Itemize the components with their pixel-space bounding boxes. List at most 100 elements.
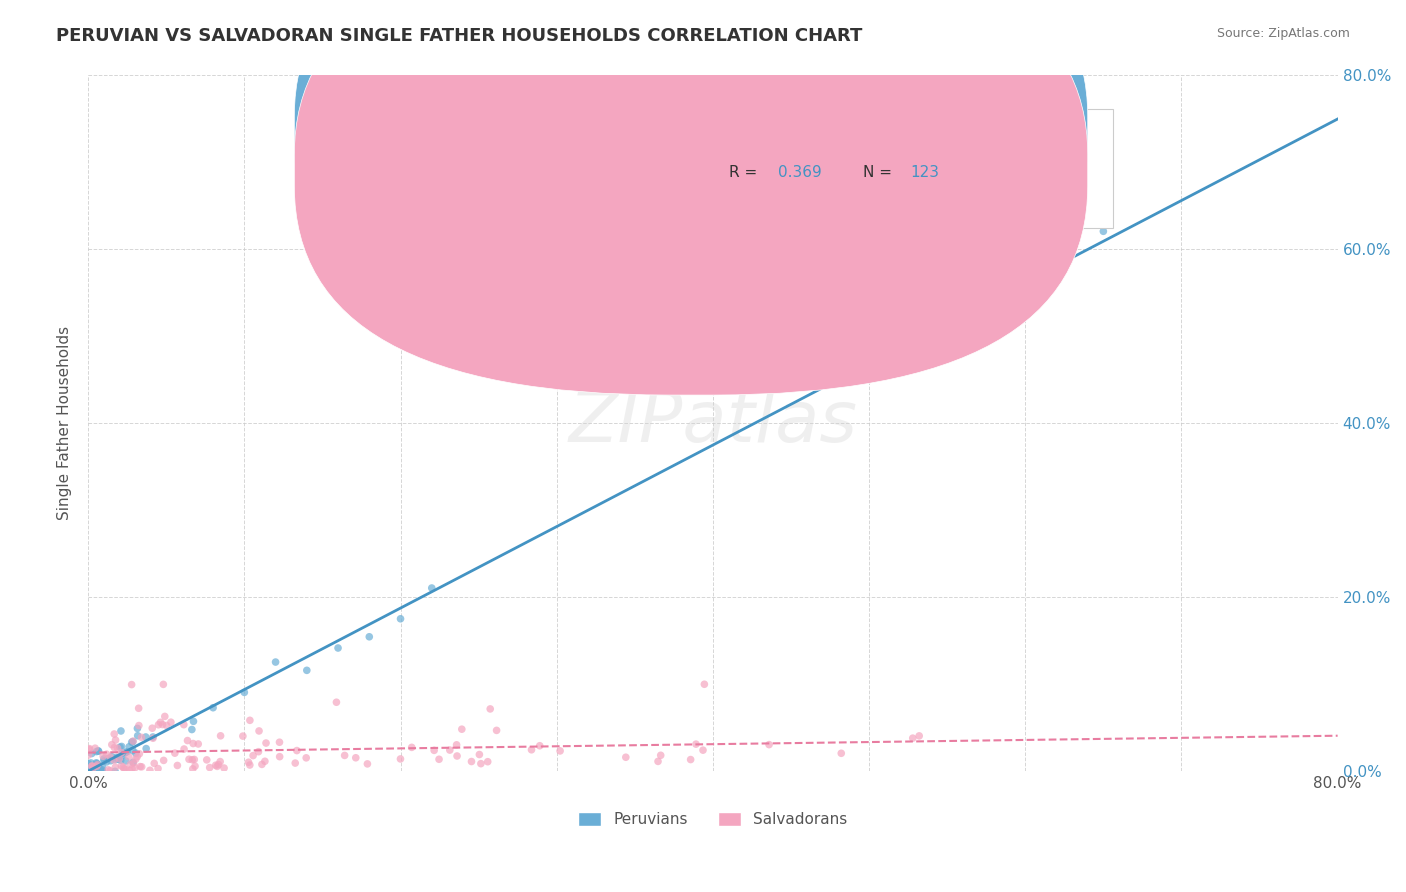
Point [101, 738, 124, 752]
Point [129, 759, 152, 773]
Point [77, 742, 100, 756]
Point [101, 749, 124, 764]
Point [614, 750, 637, 764]
Point [446, 749, 468, 764]
Point [128, 747, 150, 761]
Point [423, 743, 446, 757]
Point [96, 747, 118, 762]
Point [250, 757, 273, 772]
Point [128, 701, 150, 715]
Point [77, 756, 100, 771]
Point [89, 762, 111, 776]
Point [114, 746, 136, 760]
Point [108, 752, 131, 766]
Point [152, 677, 174, 691]
Point [242, 748, 264, 763]
Point [135, 741, 157, 756]
Point [460, 755, 482, 769]
Point [77, 763, 100, 777]
Text: 0.913: 0.913 [778, 127, 821, 141]
Point [477, 755, 499, 769]
Point [121, 743, 143, 757]
Point [468, 747, 491, 762]
Point [901, 731, 924, 746]
Point [121, 762, 143, 776]
Point [173, 742, 195, 756]
Point [86, 756, 108, 771]
Point [389, 752, 412, 766]
Point [142, 731, 165, 746]
Text: ZIPatlas: ZIPatlas [568, 388, 858, 458]
Point [1092, 224, 1115, 238]
Point [84, 761, 107, 775]
Point [285, 743, 308, 757]
Point [647, 755, 669, 769]
Point [153, 709, 176, 723]
Point [110, 739, 132, 754]
Point [269, 735, 291, 749]
Point [121, 735, 143, 749]
Point [239, 758, 262, 772]
Point [103, 727, 125, 741]
Point [284, 756, 307, 770]
Point [131, 760, 153, 774]
Point [326, 640, 349, 655]
Point [128, 718, 150, 732]
Point [98, 764, 121, 778]
Legend: Peruvians, Salvadorans: Peruvians, Salvadorans [572, 806, 853, 833]
Point [87, 758, 110, 772]
Point [180, 723, 202, 737]
FancyBboxPatch shape [294, 0, 1088, 357]
Point [295, 663, 318, 677]
Point [177, 752, 200, 766]
Point [90, 764, 112, 779]
Point [446, 738, 468, 752]
Point [115, 745, 138, 759]
Point [135, 730, 157, 744]
Point [693, 677, 716, 691]
Point [209, 755, 232, 769]
Point [84, 764, 107, 779]
Point [166, 758, 188, 772]
Point [107, 752, 129, 766]
Point [173, 717, 195, 731]
Point [127, 729, 149, 743]
Point [80, 747, 103, 761]
Point [183, 752, 205, 766]
Point [91, 749, 114, 764]
Point [692, 743, 714, 757]
Text: N =: N = [863, 127, 897, 141]
Point [333, 748, 356, 763]
Point [401, 740, 423, 755]
Point [125, 752, 148, 766]
Point [84, 741, 107, 756]
Point [142, 730, 165, 744]
Text: 0.369: 0.369 [778, 165, 821, 179]
Point [152, 717, 174, 731]
Point [86, 764, 108, 779]
Point [148, 718, 170, 732]
Text: N =: N = [863, 165, 897, 179]
Point [112, 760, 135, 774]
Y-axis label: Single Father Households: Single Father Households [58, 326, 72, 520]
Point [125, 746, 148, 760]
Point [100, 754, 122, 768]
Point [80, 764, 103, 779]
Point [82, 761, 104, 775]
Point [269, 749, 291, 764]
Point [184, 759, 207, 773]
Point [139, 764, 162, 778]
Point [758, 738, 780, 752]
Point [96, 755, 118, 769]
Point [121, 677, 143, 691]
Point [479, 702, 502, 716]
Point [232, 729, 254, 743]
Point [163, 746, 186, 760]
Point [247, 723, 270, 738]
Point [98, 750, 121, 764]
Point [86, 757, 108, 772]
Point [160, 715, 183, 730]
Point [264, 655, 287, 669]
Point [104, 733, 127, 747]
Point [110, 759, 132, 773]
